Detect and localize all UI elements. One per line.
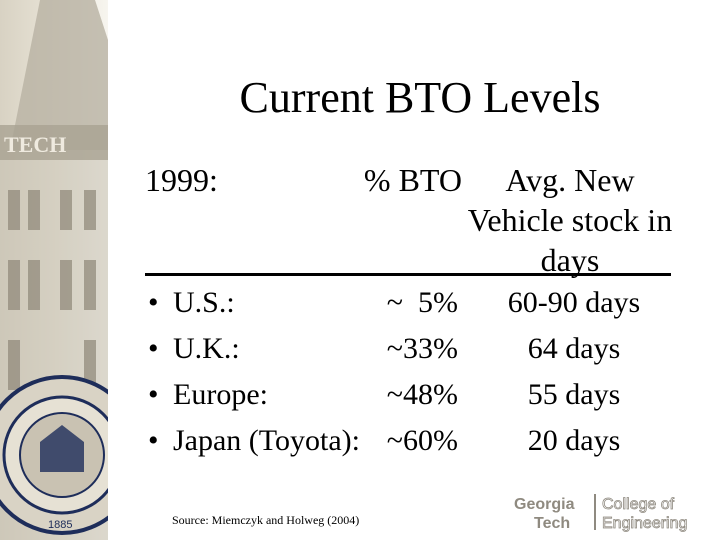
- seal-year: 1885: [48, 519, 72, 531]
- header-avg-stock: Avg. New Vehicle stock in days: [458, 160, 682, 280]
- bullet: •: [148, 332, 159, 365]
- stock-days: 20 days: [527, 424, 621, 457]
- georgia-tech-seal-icon: 1885: [0, 375, 108, 535]
- stock-days: 55 days: [527, 378, 621, 411]
- sidebar-background-image: TECH 1885: [0, 0, 108, 540]
- region-label: Europe:: [173, 378, 268, 411]
- region-label: U.S.:: [173, 286, 235, 319]
- bto-value: ~48%: [386, 378, 458, 411]
- georgia-tech-college-of-engineering-logo: Georgia Tech College of Engineering: [514, 494, 688, 532]
- region-label: U.K.:: [173, 332, 240, 365]
- logo-engineering: Engineering: [602, 515, 687, 532]
- tower-text: TECH: [4, 132, 66, 157]
- bto-value: ~60%: [386, 424, 458, 457]
- stock-days: 60-90 days: [507, 286, 641, 319]
- bto-value: ~33%: [386, 332, 458, 365]
- bullet: •: [148, 378, 159, 411]
- header-pct-bto: % BTO: [363, 162, 462, 198]
- bto-value: ~ 5%: [386, 286, 458, 319]
- header-avg-line-2: Vehicle stock in: [467, 202, 673, 238]
- list-item: • U.K.: ~33% 64 days: [148, 326, 678, 372]
- slide-title: Current BTO Levels: [239, 73, 601, 122]
- logo-college-of: College of: [602, 496, 675, 513]
- list-item: • Japan (Toyota): ~60% 20 days: [148, 418, 678, 464]
- logo-georgia: Georgia: [514, 496, 575, 513]
- bullet: •: [148, 286, 159, 319]
- source-citation: Source: Miemczyk and Holweg (2004): [172, 513, 360, 527]
- list-item: • Europe: ~48% 55 days: [148, 372, 678, 418]
- list-item: • U.S.: ~ 5% 60-90 days: [148, 280, 678, 326]
- header-year: 1999:: [145, 162, 218, 198]
- region-label: Japan (Toyota):: [173, 424, 361, 457]
- logo-tech: Tech: [534, 515, 570, 532]
- stock-days: 64 days: [527, 332, 621, 365]
- header-divider: [145, 273, 671, 276]
- bullet: •: [148, 424, 159, 457]
- header-avg-line-3: days: [540, 242, 600, 278]
- header-avg-line-1: Avg. New: [505, 162, 635, 198]
